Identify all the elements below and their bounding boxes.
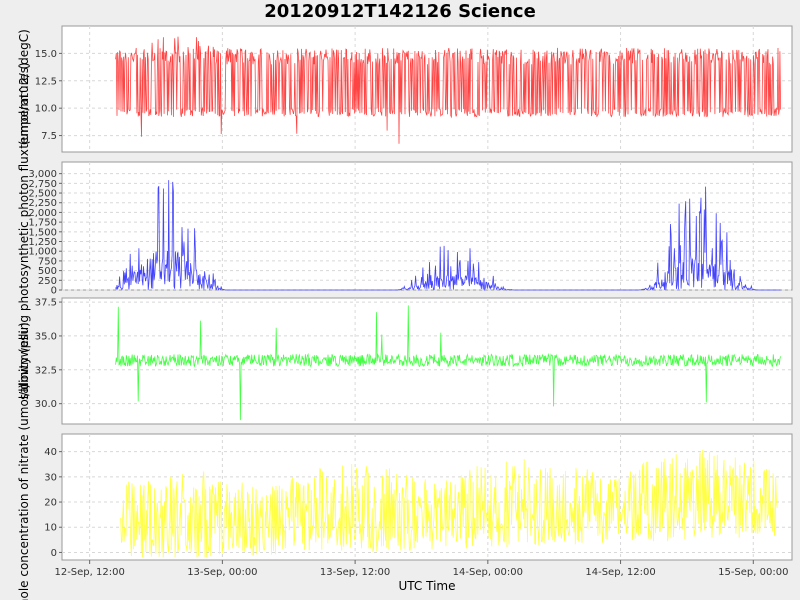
panel-nitrate: 0 10 20 30 40 mole concentration of nitrate (… — [17, 384, 793, 600]
y-tick-label: 10.0 — [35, 104, 57, 115]
x-tick-label: 14-Sep, 12:00 — [585, 567, 655, 578]
x-tick-label: 13-Sep, 00:00 — [187, 567, 257, 578]
x-tick-label: 15-Sep, 00:00 — [718, 567, 788, 578]
x-tick-label: 12-Sep, 12:00 — [54, 567, 124, 578]
y-tick-label: 20 — [44, 498, 57, 509]
x-axis: 12-Sep, 12:00 13-Sep, 00:00 13-Sep, 12:00 1… — [54, 560, 788, 578]
panel-temperature: 7.5 10.0 12.5 15.0 temperature (degC) — [17, 25, 793, 153]
series-par — [115, 180, 781, 292]
y-tick-label: 250 — [38, 276, 57, 287]
y-tick-label: 1,250 — [28, 237, 57, 248]
y-tick-label: 30.0 — [35, 399, 57, 410]
y-tick-label: 2,500 — [28, 189, 57, 200]
y-tick-label: 10 — [44, 523, 57, 534]
y-tick-label: 15.0 — [35, 49, 57, 60]
y-axis-label-salinity: salinity (psu) — [17, 322, 31, 400]
y-tick-label: 0 — [51, 286, 57, 297]
y-tick-label: 1,500 — [28, 227, 57, 238]
y-tick-label: 2,000 — [28, 208, 57, 219]
y-tick-label: 37.5 — [35, 298, 57, 309]
y-tick-label: 40 — [44, 447, 57, 458]
y-axis-label-temperature: temperature (degC) — [17, 29, 31, 149]
y-tick-label: 750 — [38, 256, 57, 267]
y-tick-label: 2,750 — [28, 179, 57, 190]
y-axis-label-nitrate: mole concentration of nitrate (umol/l) — [17, 384, 31, 600]
y-axis-label-par: downwelling photosynthetic photon flux (… — [17, 62, 31, 390]
y-tick-label: 1,000 — [28, 247, 57, 258]
series-salinity — [115, 305, 781, 421]
y-tick-label: 7.5 — [41, 131, 57, 142]
y-tick-label: 1,750 — [28, 218, 57, 229]
x-tick-label: 13-Sep, 12:00 — [320, 567, 390, 578]
x-tick-label: 14-Sep, 00:00 — [453, 567, 523, 578]
x-axis-label: UTC Time — [399, 579, 456, 593]
y-tick-label: 30 — [44, 472, 57, 483]
series-nitrate — [119, 449, 778, 558]
y-tick-label: 2,250 — [28, 198, 57, 209]
y-tick-label: 35.0 — [35, 331, 57, 342]
chart-title: 20120912T142126 Science — [264, 1, 536, 22]
panel-salinity: 30.0 32.5 35.0 37.5 salinity (psu) — [17, 297, 793, 425]
y-tick-label: 500 — [38, 266, 57, 277]
y-tick-label: 0 — [51, 548, 57, 559]
panel-par: 02505007501,0001,2501,5001,7502,0002,250… — [17, 62, 793, 390]
series-temperature — [115, 36, 781, 144]
y-tick-label: 32.5 — [35, 365, 57, 376]
y-tick-label: 12.5 — [35, 76, 57, 87]
y-tick-label: 3,000 — [28, 169, 57, 180]
